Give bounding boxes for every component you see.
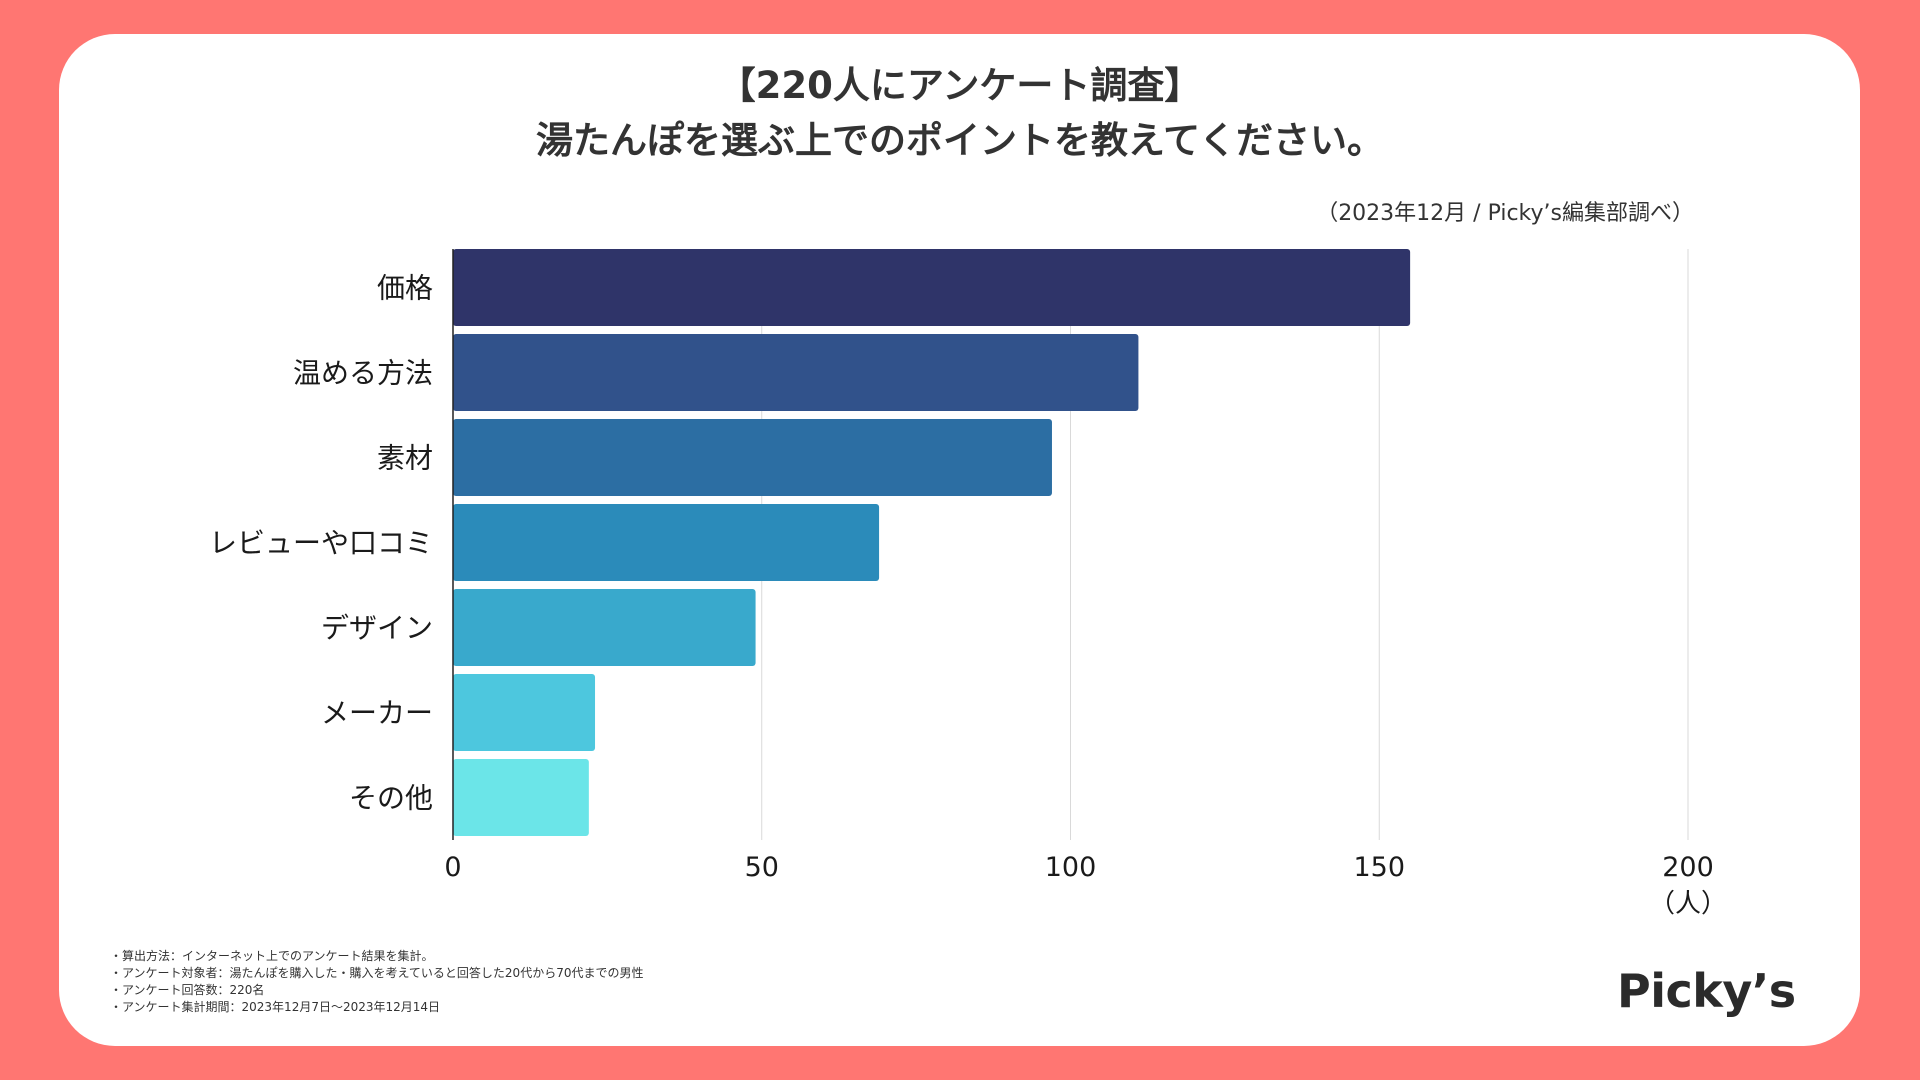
category-label: 素材 bbox=[377, 442, 433, 475]
bar bbox=[453, 419, 1052, 496]
bar bbox=[453, 759, 589, 836]
x-tick-label: 200 bbox=[1662, 852, 1714, 883]
chart-card bbox=[59, 34, 1860, 1046]
x-tick-label: 100 bbox=[1045, 852, 1097, 883]
note-period: ・アンケート集計期間：2023年12月7日〜2023年12月14日 bbox=[110, 1000, 441, 1014]
x-tick-label: 150 bbox=[1353, 852, 1405, 883]
bar bbox=[453, 504, 880, 581]
category-label: レビューや口コミ bbox=[209, 527, 433, 560]
note-method: ・算出方法：インターネット上でのアンケート結果を集計。 bbox=[110, 949, 434, 963]
x-unit-label: （人） bbox=[1649, 889, 1727, 919]
x-tick-label: 50 bbox=[745, 852, 779, 883]
note-target: ・アンケート対象者：湯たんぽを購入した・購入を考えていると回答した20代から70… bbox=[110, 966, 644, 980]
bar bbox=[453, 589, 756, 666]
chart-title-line2: 湯たんぽを選ぶ上でのポイントを教えてください。 bbox=[535, 119, 1385, 162]
chart-title-line1: 【220人にアンケート調査】 bbox=[718, 64, 1202, 107]
bar bbox=[453, 674, 596, 751]
note-count: ・アンケート回答数：220名 bbox=[110, 983, 265, 997]
category-label: デザイン bbox=[321, 612, 433, 645]
category-label: 温める方法 bbox=[293, 357, 433, 390]
survey-notes: ・算出方法：インターネット上でのアンケート結果を集計。 ・アンケート対象者：湯た… bbox=[110, 948, 643, 1016]
bar bbox=[453, 334, 1139, 411]
chart-source: （2023年12月 / Picky’s編集部調べ） bbox=[1316, 201, 1694, 226]
category-label: メーカー bbox=[321, 697, 433, 730]
category-label: その他 bbox=[349, 782, 433, 815]
x-tick-label: 0 bbox=[444, 852, 461, 883]
picky-s-logo: Picky’s bbox=[1617, 964, 1796, 1018]
bar bbox=[453, 249, 1411, 326]
category-label: 価格 bbox=[377, 272, 433, 305]
